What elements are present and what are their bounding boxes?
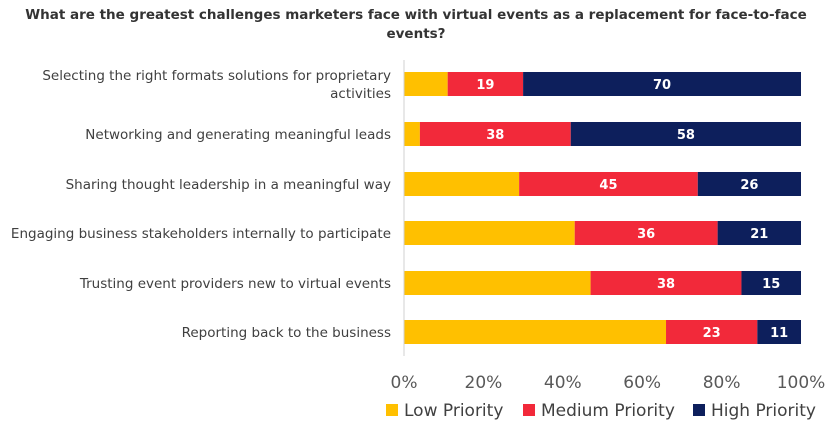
- category-label: Selecting the right formats solutions fo…: [42, 68, 391, 84]
- bar-segment-low-priority: [404, 172, 520, 196]
- data-labels: 19 70 38 58 45 26 36 21 38 15 23 11: [476, 78, 788, 341]
- bar-segment-high-priority: [717, 221, 801, 245]
- bar-segment-high-priority: [757, 320, 801, 344]
- bar-segment-medium-priority: [574, 221, 718, 245]
- legend-label: Low Priority: [404, 401, 503, 421]
- category-label: activities: [330, 86, 391, 102]
- bar-segment-high-priority: [741, 271, 801, 295]
- data-label: 70: [653, 78, 671, 93]
- category-label: Sharing thought leadership in a meaningf…: [66, 177, 391, 193]
- category-label: Networking and generating meaningful lea…: [85, 127, 391, 143]
- legend-swatch: [523, 404, 535, 416]
- data-label: 15: [762, 277, 780, 292]
- x-tick-label: 20%: [465, 373, 503, 393]
- x-tick-label: 60%: [623, 373, 661, 393]
- data-label: 19: [476, 78, 494, 93]
- bar-segment-low-priority: [404, 271, 591, 295]
- legend-swatch: [693, 404, 705, 416]
- x-tick-label: 100%: [777, 373, 826, 393]
- data-label: 58: [677, 128, 695, 143]
- bar-segment-low-priority: [404, 122, 420, 146]
- data-label: 45: [599, 178, 617, 193]
- bar-segment-medium-priority: [519, 172, 698, 196]
- legend-label: Medium Priority: [541, 401, 675, 421]
- x-tick-label: 0%: [391, 373, 418, 393]
- category-labels: Selecting the right formats solutions fo…: [11, 68, 391, 341]
- data-label: 38: [657, 277, 675, 292]
- bar-segment-low-priority: [404, 320, 667, 344]
- category-label: Reporting back to the business: [182, 325, 391, 341]
- category-label: Trusting event providers new to virtual …: [79, 276, 391, 292]
- bars: [404, 72, 801, 344]
- x-axis-ticks: 0% 20% 40% 60% 80% 100%: [391, 373, 826, 393]
- bar-segment-low-priority: [404, 221, 575, 245]
- x-tick-label: 40%: [544, 373, 582, 393]
- bar-segment-medium-priority: [447, 72, 524, 96]
- chart-title-line: events?: [386, 26, 445, 42]
- legend-swatch: [386, 404, 398, 416]
- chart-title-line: What are the greatest challenges markete…: [25, 7, 807, 23]
- bar-segment-high-priority: [697, 172, 801, 196]
- legend-label: High Priority: [711, 401, 816, 421]
- data-label: 23: [703, 326, 721, 341]
- data-label: 36: [637, 227, 655, 242]
- bar-segment-medium-priority: [419, 122, 571, 146]
- data-label: 26: [740, 178, 758, 193]
- chart-title: What are the greatest challenges markete…: [25, 7, 807, 42]
- legend: Low Priority Medium Priority High Priority: [386, 401, 816, 421]
- bar-segment-medium-priority: [666, 320, 758, 344]
- bar-segment-low-priority: [404, 72, 448, 96]
- bar-segment-high-priority: [523, 72, 801, 96]
- category-label: Engaging business stakeholders internall…: [11, 226, 391, 242]
- bar-segment-high-priority: [570, 122, 801, 146]
- x-tick-label: 80%: [703, 373, 741, 393]
- bar-segment-medium-priority: [590, 271, 742, 295]
- data-label: 21: [750, 227, 768, 242]
- data-label: 38: [486, 128, 504, 143]
- data-label: 11: [770, 326, 788, 341]
